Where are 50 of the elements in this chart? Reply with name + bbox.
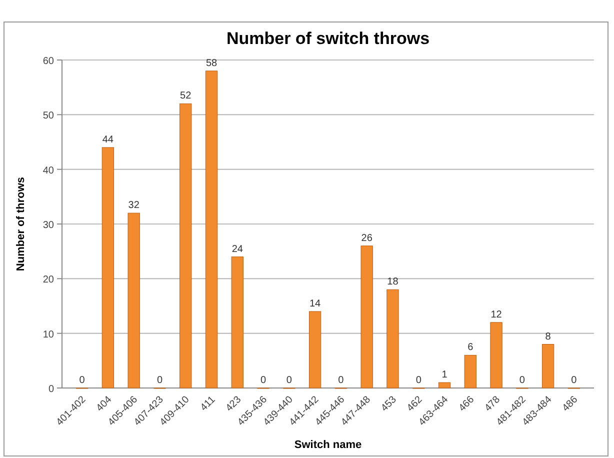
bar <box>386 289 399 388</box>
data-label: 12 <box>490 309 502 320</box>
data-label: 0 <box>416 375 422 386</box>
bar <box>308 311 322 388</box>
x-axis-title: Switch name <box>294 439 362 451</box>
data-label: 58 <box>206 58 218 69</box>
bar <box>360 246 373 388</box>
data-label: 0 <box>338 375 344 386</box>
data-label: 32 <box>128 200 140 212</box>
bar <box>180 103 192 388</box>
data-label: 1 <box>442 370 448 381</box>
data-label: 0 <box>156 375 163 386</box>
y-tick-label: 30 <box>42 220 54 231</box>
data-label: 0 <box>286 375 292 386</box>
bar <box>438 382 451 388</box>
data-label: 0 <box>571 375 578 386</box>
x-tick-label: 423 <box>224 394 244 414</box>
data-label: 18 <box>387 276 399 288</box>
bar <box>128 212 140 388</box>
data-label: 0 <box>79 375 86 386</box>
data-label: 26 <box>361 232 373 244</box>
x-tick-label: 453 <box>379 394 400 414</box>
y-tick-label: 20 <box>42 274 54 286</box>
bar <box>542 344 554 388</box>
y-tick-label: 0 <box>48 384 54 395</box>
x-tick-label: 411 <box>198 394 218 414</box>
data-label: 6 <box>468 342 474 354</box>
data-label: 8 <box>545 331 552 342</box>
bar <box>231 256 244 388</box>
data-label: 24 <box>232 244 244 255</box>
y-tick-label: 10 <box>42 329 54 340</box>
y-tick-label: 60 <box>42 56 54 67</box>
y-tick-label: 40 <box>42 165 54 176</box>
chart-title: Number of switch throws <box>226 29 430 48</box>
x-tick-label: 466 <box>456 394 477 414</box>
y-axis-title: Number of throws <box>15 176 27 272</box>
data-label: 0 <box>519 375 526 386</box>
bar <box>490 322 502 388</box>
data-label: 44 <box>102 134 114 146</box>
data-label: 0 <box>260 375 266 386</box>
data-label: 14 <box>309 298 322 310</box>
x-tick-label: 478 <box>482 394 503 414</box>
x-tick-label: 486 <box>560 394 580 414</box>
data-label: 52 <box>180 90 192 102</box>
y-tick-label: 50 <box>42 110 54 122</box>
x-tick-label: 404 <box>94 394 114 414</box>
x-tick-label: 462 <box>405 394 426 414</box>
bar <box>102 147 114 388</box>
bar <box>205 70 218 388</box>
bar <box>464 354 476 388</box>
